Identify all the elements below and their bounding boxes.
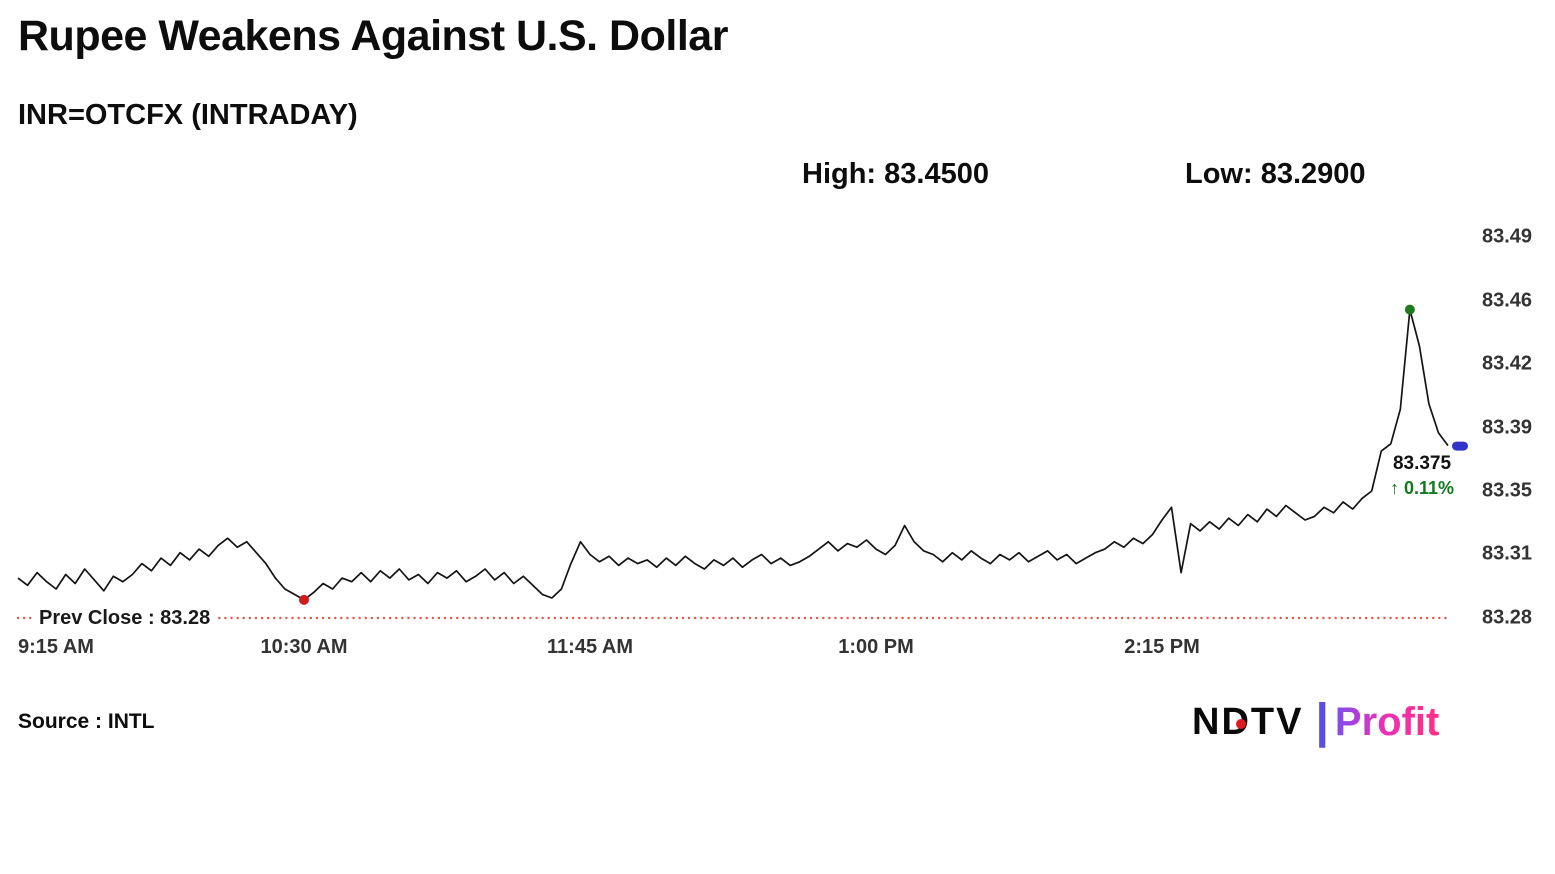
y-tick-label: 83.28 bbox=[1482, 606, 1533, 629]
x-tick-label: 11:45 AM bbox=[547, 636, 633, 658]
x-tick-label: 2:15 PM bbox=[1124, 636, 1200, 658]
y-axis-labels: 83.49 83.46 83.42 83.39 83.35 83.31 83.2… bbox=[1482, 226, 1552, 629]
y-tick-label: 83.39 bbox=[1482, 416, 1533, 438]
high-stat: High: 83.4500 bbox=[802, 158, 989, 190]
source-attribution: Source : INTL bbox=[18, 710, 155, 733]
y-tick-label: 83.31 bbox=[1482, 542, 1533, 565]
last-price-label: 83.375 bbox=[1392, 453, 1452, 474]
ndtv-text: NDTV bbox=[1192, 701, 1304, 743]
page-title: Rupee Weakens Against U.S. Dollar bbox=[18, 12, 728, 60]
ndtv-wordmark: NDTV bbox=[1192, 703, 1303, 741]
x-axis-labels: 9:15 AM 10:30 AM 11:45 AM 1:00 PM 2:15 P… bbox=[18, 636, 1448, 662]
y-tick-label: 83.35 bbox=[1482, 479, 1533, 502]
price-change-badge: ↑ 0.11% bbox=[1389, 478, 1455, 498]
prev-close-label: Prev Close : 83.28 bbox=[32, 605, 218, 631]
x-tick-label: 10:30 AM bbox=[260, 636, 348, 658]
instrument-subtitle: INR=OTCFX (INTRADAY) bbox=[18, 99, 358, 131]
ndtv-profit-logo: NDTV | Profit bbox=[1192, 696, 1439, 748]
ndtv-red-dot-icon bbox=[1236, 719, 1246, 729]
low-stat: Low: 83.2900 bbox=[1185, 158, 1366, 190]
y-tick-label: 83.49 bbox=[1482, 225, 1533, 248]
y-tick-label: 83.42 bbox=[1482, 352, 1533, 375]
x-tick-label: 1:00 PM bbox=[838, 636, 914, 658]
price-line-plot bbox=[16, 304, 1468, 620]
profit-wordmark: Profit bbox=[1334, 700, 1440, 744]
y-tick-label: 83.46 bbox=[1482, 289, 1533, 311]
x-tick-label: 9:15 AM bbox=[18, 636, 94, 658]
brand-separator: | bbox=[1315, 695, 1329, 749]
price-chart: Prev Close : 83.28 bbox=[16, 237, 1468, 631]
